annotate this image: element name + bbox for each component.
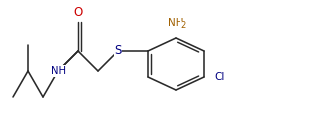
Text: NH: NH bbox=[51, 66, 66, 76]
Text: NH: NH bbox=[168, 18, 184, 28]
Text: 2: 2 bbox=[180, 22, 185, 31]
Text: O: O bbox=[73, 6, 82, 19]
Text: Cl: Cl bbox=[215, 72, 225, 82]
Text: S: S bbox=[114, 45, 122, 58]
